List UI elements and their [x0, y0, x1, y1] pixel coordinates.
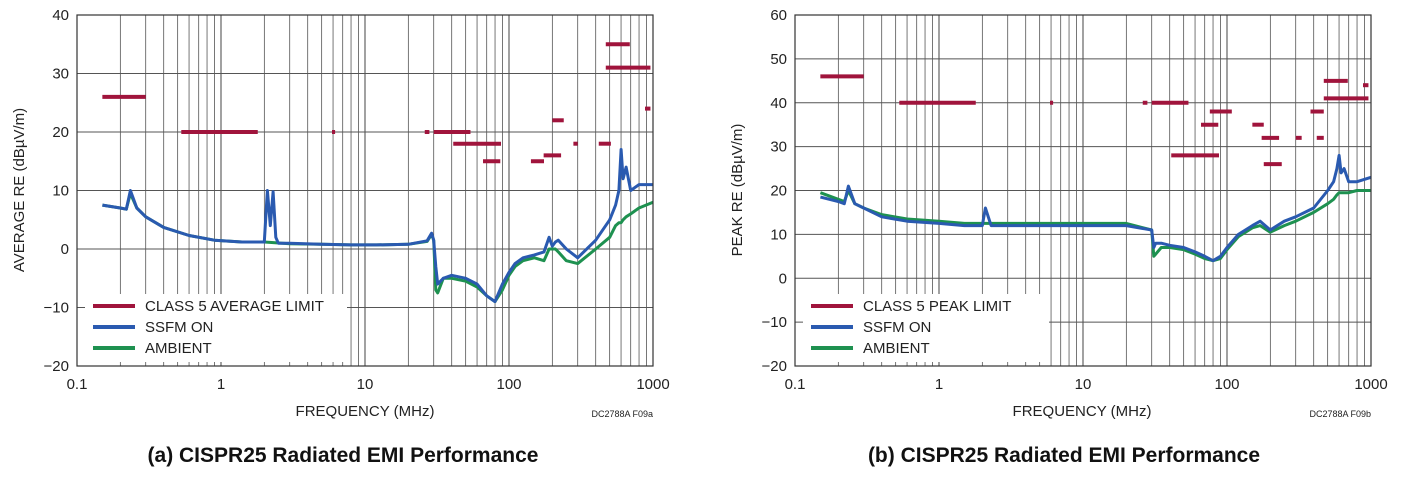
chart-b-y-tick-labels: 60 50 40 30 20 10 0 −10 −20	[762, 7, 787, 375]
chart-b-limit-lines	[820, 74, 1369, 167]
chart-b-y-tick-label: 50	[770, 51, 787, 68]
chart-b-y-tick-label: 10	[770, 226, 787, 243]
chart-a-y-tick-label: 10	[52, 183, 69, 200]
chart-a-y-tick-labels: 40 30 20 10 0 −10 −20	[44, 7, 69, 375]
chart-a-x-tick-label: 1	[217, 376, 225, 393]
chart-b-figure-code: DC2788A F09b	[1309, 409, 1371, 419]
chart-b-legend-label: SSFM ON	[863, 319, 931, 336]
chart-a-x-tick-label: 0.1	[67, 376, 88, 393]
chart-a-legend-label: AMBIENT	[145, 340, 212, 357]
chart-b: CLASS 5 PEAK LIMIT SSFM ON AMBIENT 60 50 40 3…	[729, 7, 1388, 467]
chart-b-x-tick-label: 1000	[1354, 376, 1387, 393]
chart-b-y-tick-label: −20	[762, 358, 787, 375]
chart-b-x-tick-labels: 0.1 1 10 100 1000	[785, 376, 1388, 393]
chart-b-x-tick-label: 0.1	[785, 376, 806, 393]
chart-b-y-tick-label: 60	[770, 7, 787, 24]
chart-a-ambient-line	[102, 191, 654, 304]
chart-b-legend-label: CLASS 5 PEAK LIMIT	[863, 298, 1011, 315]
chart-a-figure-code: DC2788A F09a	[591, 409, 653, 419]
chart-a-legend-label: SSFM ON	[145, 319, 213, 336]
chart-b-y-tick-label: 0	[779, 270, 787, 287]
chart-b-ambient-line	[819, 189, 1371, 263]
chart-a-x-axis-title: FREQUENCY (MHz)	[296, 403, 435, 420]
chart-b-plot-frame	[794, 14, 1372, 367]
chart-b-y-tick-label: 40	[770, 95, 787, 112]
chart-a: CLASS 5 AVERAGE LIMIT SSFM ON AMBIENT 40 30…	[11, 7, 670, 467]
chart-b-legend: CLASS 5 PEAK LIMIT SSFM ON AMBIENT	[811, 298, 1011, 357]
chart-a-y-tick-label: 0	[61, 241, 69, 258]
chart-a-y-tick-label: 30	[52, 66, 69, 83]
chart-b-x-tick-label: 100	[1214, 376, 1239, 393]
chart-a-limit-lines	[102, 42, 651, 164]
chart-a-x-tick-label: 1000	[636, 376, 669, 393]
chart-b-x-tick-label: 10	[1075, 376, 1092, 393]
chart-b-y-tick-label: 20	[770, 183, 787, 200]
chart-a-y-tick-label: −20	[44, 358, 69, 375]
chart-b-x-tick-label: 1	[935, 376, 943, 393]
chart-a-x-tick-label: 10	[357, 376, 374, 393]
chart-a-plot-frame	[76, 14, 654, 367]
chart-b-legend-label: AMBIENT	[863, 340, 930, 357]
chart-a-legend-label: CLASS 5 AVERAGE LIMIT	[145, 298, 324, 315]
chart-b-y-tick-label: 30	[770, 139, 787, 156]
chart-a-x-tick-label: 100	[496, 376, 521, 393]
chart-a-caption: (a) CISPR25 Radiated EMI Performance	[148, 444, 539, 467]
chart-a-y-tick-label: 40	[52, 7, 69, 24]
chart-b-y-tick-label: −10	[762, 314, 787, 331]
chart-a-legend: CLASS 5 AVERAGE LIMIT SSFM ON AMBIENT	[93, 298, 324, 357]
chart-b-ssfm-line	[820, 153, 1372, 263]
chart-a-y-axis-title: AVERAGE RE (dBµV/m)	[11, 108, 28, 272]
chart-a-ssfm-line	[102, 148, 653, 304]
chart-a-x-tick-labels: 0.1 1 10 100 1000	[67, 376, 670, 393]
chart-a-y-tick-label: −10	[44, 300, 69, 317]
chart-b-y-axis-title: PEAK RE (dBµV/m)	[729, 124, 746, 257]
chart-b-x-axis-title: FREQUENCY (MHz)	[1013, 403, 1152, 420]
chart-b-caption: (b) CISPR25 Radiated EMI Performance	[868, 444, 1260, 467]
chart-a-y-tick-label: 20	[52, 124, 69, 141]
